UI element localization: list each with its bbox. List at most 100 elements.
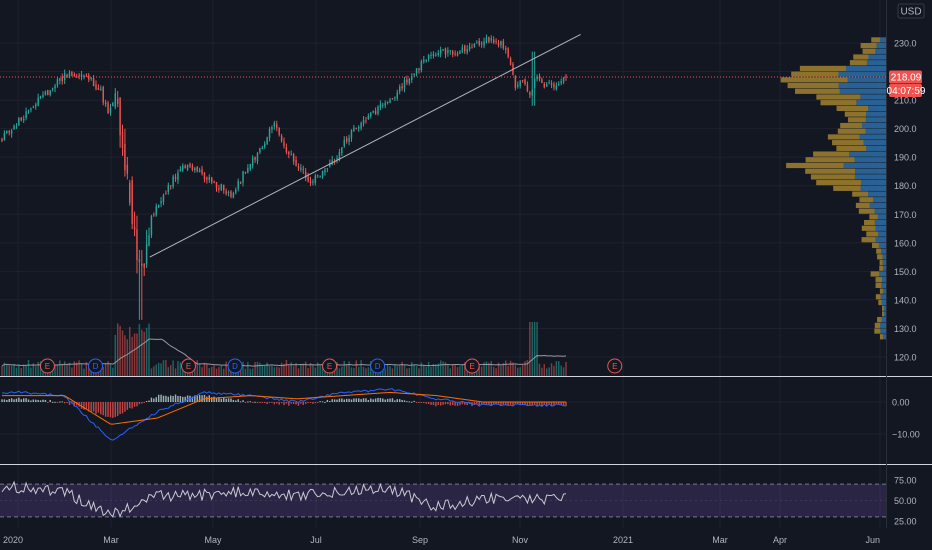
candle-body — [191, 165, 194, 170]
candle-body — [112, 102, 114, 107]
candle-body — [541, 79, 543, 84]
earnings-marker[interactable]: E — [464, 358, 480, 374]
volume-profile-up-bin — [881, 248, 886, 254]
volume-profile-down-bin — [816, 94, 861, 100]
volume-bar — [439, 360, 442, 376]
volume-bar — [526, 359, 529, 376]
macd-histogram-bar — [329, 400, 331, 402]
volume-bar — [15, 367, 18, 376]
macd-histogram-bar — [396, 399, 399, 402]
volume-bar — [278, 367, 280, 376]
macd-histogram-bar — [345, 398, 348, 402]
macd-histogram-bar — [288, 402, 290, 406]
volume-profile-down-bin — [879, 265, 884, 271]
macd-histogram-bar — [432, 402, 435, 406]
volume-profile-down-bin — [799, 65, 847, 72]
volume-profile-up-bin — [879, 271, 886, 277]
macd-histogram-bar — [25, 398, 27, 402]
volume-bar — [533, 322, 536, 376]
earnings-marker[interactable]: E — [322, 358, 338, 374]
volume-profile-up-bin — [869, 202, 886, 209]
candle-body — [13, 125, 15, 130]
candle-body — [153, 214, 155, 216]
macd-histogram-bar — [483, 402, 485, 405]
volume-bar — [160, 363, 162, 376]
volume-bar — [239, 368, 242, 376]
volume-bar — [75, 362, 78, 376]
volume-profile — [780, 37, 886, 340]
price-axis-tick: 210.0 — [894, 96, 917, 106]
macd-histogram-bar — [514, 402, 517, 404]
macd-histogram-bar — [232, 399, 235, 402]
macd-histogram-bar — [39, 400, 42, 402]
earnings-marker[interactable]: E — [607, 358, 623, 374]
volume-bar — [157, 362, 160, 376]
volume-bar — [244, 368, 247, 376]
macd-histogram-bar — [336, 399, 338, 402]
macd-histogram-bar — [114, 402, 117, 417]
candle-body — [107, 102, 109, 114]
trendline[interactable] — [149, 33, 581, 258]
currency-button[interactable]: USD — [897, 3, 925, 19]
earnings-marker[interactable]: E — [39, 358, 55, 374]
macd-histogram-bar — [83, 402, 85, 410]
macd-histogram-bar — [268, 402, 271, 403]
price-candles — [1, 34, 567, 320]
macd-histogram-bar — [184, 396, 186, 402]
macd-histogram-bar — [411, 401, 413, 403]
macd-histogram-bar — [495, 402, 497, 405]
volume-bar — [415, 366, 418, 376]
dividend-marker[interactable]: D — [370, 358, 386, 374]
candle-body — [100, 88, 102, 90]
event-label: E — [186, 362, 191, 371]
macd-histogram-bar — [391, 398, 394, 402]
volume-bar — [18, 364, 20, 376]
volume-bar — [423, 365, 425, 376]
volume-bar — [121, 330, 124, 376]
candle-body — [550, 83, 553, 85]
macd-histogram-bar — [355, 398, 358, 402]
macd-histogram-bar — [172, 396, 174, 402]
volume-bar — [126, 339, 129, 376]
macd-histogram-bar — [119, 402, 121, 415]
macd-histogram-bar — [302, 402, 305, 405]
volume-bar — [389, 366, 391, 376]
volume-bar — [268, 366, 271, 376]
macd-histogram-bar — [300, 402, 302, 404]
macd-histogram-bar — [102, 402, 104, 416]
volume-bar — [307, 367, 309, 376]
candle-body — [292, 154, 295, 162]
dividend-marker[interactable]: D — [227, 358, 243, 374]
macd-histogram-bar — [389, 398, 391, 402]
earnings-marker[interactable]: E — [181, 358, 196, 374]
volume-bar — [321, 364, 324, 376]
volume-bar — [553, 365, 555, 376]
macd-histogram-bar — [292, 402, 295, 405]
candle-body — [61, 76, 63, 82]
volume-bar — [435, 364, 437, 376]
candle-body — [47, 90, 49, 96]
candle-body — [444, 48, 447, 55]
volume-bar — [225, 361, 227, 376]
volume-profile-down-bin — [869, 214, 878, 220]
volume-bar — [30, 367, 32, 376]
volume-profile-down-bin — [837, 128, 866, 134]
volume-bar — [341, 366, 343, 376]
volume-bar — [290, 362, 292, 376]
volume-bar — [13, 364, 15, 376]
volume-bar — [35, 366, 37, 376]
axes[interactable]: 120.0 130.0 140.0 150.0 160.0 170.0 180.0 190.0… — [3, 39, 920, 546]
volume-profile-down-bin — [875, 282, 882, 288]
macd-histogram-bar — [331, 399, 333, 402]
dividend-marker[interactable]: D — [88, 358, 103, 374]
macd-histogram-bar — [560, 402, 562, 405]
candle-body — [324, 169, 326, 173]
macd-histogram-bar — [403, 400, 406, 402]
volume-bar — [297, 368, 300, 376]
candle-body — [283, 141, 285, 147]
volume-bar — [459, 366, 461, 376]
macd-histogram-bar — [357, 398, 360, 402]
volume-profile-down-bin — [878, 299, 882, 306]
